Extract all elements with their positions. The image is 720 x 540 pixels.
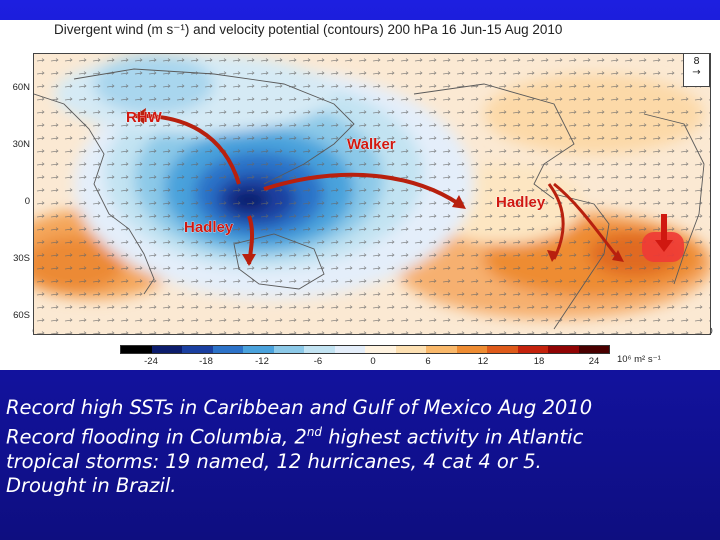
caption-text: Record flooding in Columbia, 2 [6,425,307,449]
colorbar-tick: 6 [425,356,431,367]
hadley-pacific-arrowhead [242,254,256,266]
lat-label: 0 [24,196,30,207]
colorbar-tick: 24 [588,356,600,367]
figure-title: Divergent wind (m s⁻¹) and velocity pote… [54,22,563,37]
reference-vector-arrow: → [692,67,701,78]
walker-arrowhead [452,195,466,209]
lat-label: 30S [13,253,30,264]
hadley-atlantic-arrow-2 [553,182,621,260]
colorbar-tick: 18 [533,356,545,367]
lat-label: 60N [12,82,30,93]
colorbar-swatch [517,346,548,353]
hadley-atlantic-arrowhead-2 [612,250,624,262]
caption-line: Drought in Brazil. [6,473,177,497]
colorbar-tick: -18 [199,356,213,367]
coastlines [34,68,705,330]
colorbar-swatch [151,346,182,353]
colorbar-tick: -12 [255,356,269,367]
lat-label: 60S [13,310,30,321]
colorbar-swatch [212,346,243,353]
colorbar [120,345,610,354]
rhw-arrowhead [134,108,146,124]
colorbar-swatch [426,346,457,353]
colorbar-tick: -24 [144,356,158,367]
colorbar-swatch [365,346,396,353]
colorbar-swatch [182,346,213,353]
walker-arrow [263,172,461,206]
colorbar-tick: 0 [370,356,376,367]
rhw-arrow [133,113,241,185]
hadley-pacific-label: Hadley [184,219,234,236]
hadley-atlantic-arrow [547,183,565,260]
colorbar-swatch [243,346,274,353]
map-canvas: RHW Hadley Walker Hadley [34,54,710,334]
caption-line: Record high SSTs in Caribbean and Gulf o… [6,396,593,419]
subsidence-arrowhead [655,240,673,252]
velocity-potential-map: RHW Hadley Walker Hadley [33,53,711,335]
colorbar-swatch [548,346,579,353]
hadley-atlantic-label: Hadley [496,194,546,211]
colorbar-swatch [334,346,365,353]
figure-panel: Divergent wind (m s⁻¹) and velocity pote… [0,20,720,370]
colorbar-swatch [121,346,152,353]
colorbar-tick: -6 [313,356,323,367]
caption-superscript: nd [306,425,323,439]
colorbar-swatch [578,346,609,353]
colorbar-swatch [487,346,518,353]
hadley-atlantic-arrowhead [547,250,559,262]
circulation-arrows [133,108,684,266]
caption-line: tropical storms: 19 named, 12 hurricanes… [6,449,542,473]
colorbar-swatch [456,346,487,353]
caption-text: highest activity in Atlantic [322,425,584,449]
colorbar-swatch [395,346,426,353]
wind-vectors [34,54,710,334]
colorbar-swatch [304,346,335,353]
reference-vector-value: 8 [693,56,700,67]
colorbar-units: 10⁶ m² s⁻¹ [617,354,661,365]
colorbar-tick: 12 [477,356,489,367]
rhw-label: RHW [126,109,163,126]
slide-caption: Record high SSTs in Caribbean and Gulf o… [6,396,716,498]
caption-line: Record flooding in Columbia, 2nd highest… [6,420,716,450]
walker-label: Walker [347,136,396,153]
lat-label: 30N [12,139,30,150]
colorbar-swatch [273,346,304,353]
reference-vector-box: 8 → [683,53,710,87]
